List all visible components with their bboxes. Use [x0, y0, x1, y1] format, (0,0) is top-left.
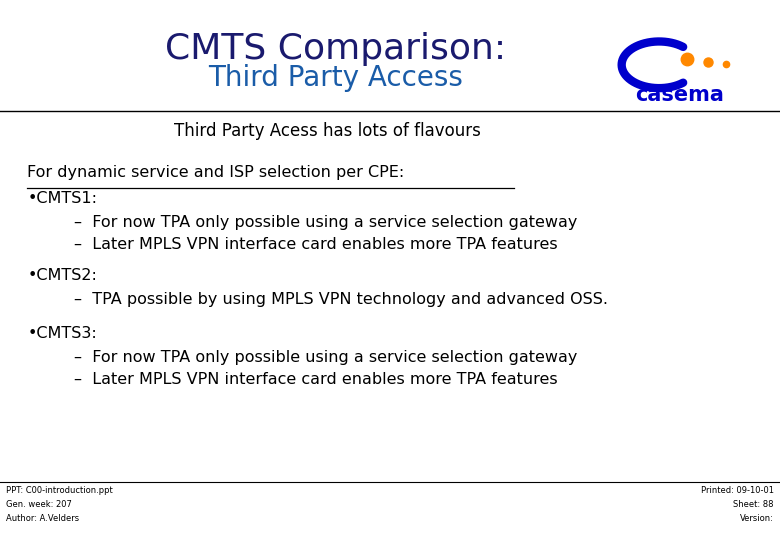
Text: Third Party Access: Third Party Access — [208, 64, 463, 92]
Text: For dynamic service and ISP selection per CPE:: For dynamic service and ISP selection pe… — [27, 165, 405, 180]
Text: Sheet: 88: Sheet: 88 — [733, 500, 774, 509]
Text: –  For now TPA only possible using a service selection gateway: – For now TPA only possible using a serv… — [74, 215, 577, 230]
Text: Printed: 09-10-01: Printed: 09-10-01 — [700, 486, 774, 495]
Text: PPT: C00-introduction.ppt: PPT: C00-introduction.ppt — [6, 486, 113, 495]
Text: •CMTS1:: •CMTS1: — [27, 191, 98, 206]
Text: –  Later MPLS VPN interface card enables more TPA features: – Later MPLS VPN interface card enables … — [74, 372, 558, 387]
Text: casema: casema — [635, 85, 724, 105]
Text: Version:: Version: — [740, 514, 774, 523]
Text: Third Party Acess has lots of flavours: Third Party Acess has lots of flavours — [174, 122, 481, 140]
Text: –  For now TPA only possible using a service selection gateway: – For now TPA only possible using a serv… — [74, 350, 577, 365]
Text: CMTS Comparison:: CMTS Comparison: — [165, 32, 506, 65]
Text: •CMTS3:: •CMTS3: — [27, 326, 97, 341]
Text: Gen. week: 207: Gen. week: 207 — [6, 500, 72, 509]
Text: •CMTS2:: •CMTS2: — [27, 268, 98, 283]
Text: –  Later MPLS VPN interface card enables more TPA features: – Later MPLS VPN interface card enables … — [74, 237, 558, 252]
Text: –  TPA possible by using MPLS VPN technology and advanced OSS.: – TPA possible by using MPLS VPN technol… — [74, 292, 608, 307]
Text: Author: A.Velders: Author: A.Velders — [6, 514, 80, 523]
